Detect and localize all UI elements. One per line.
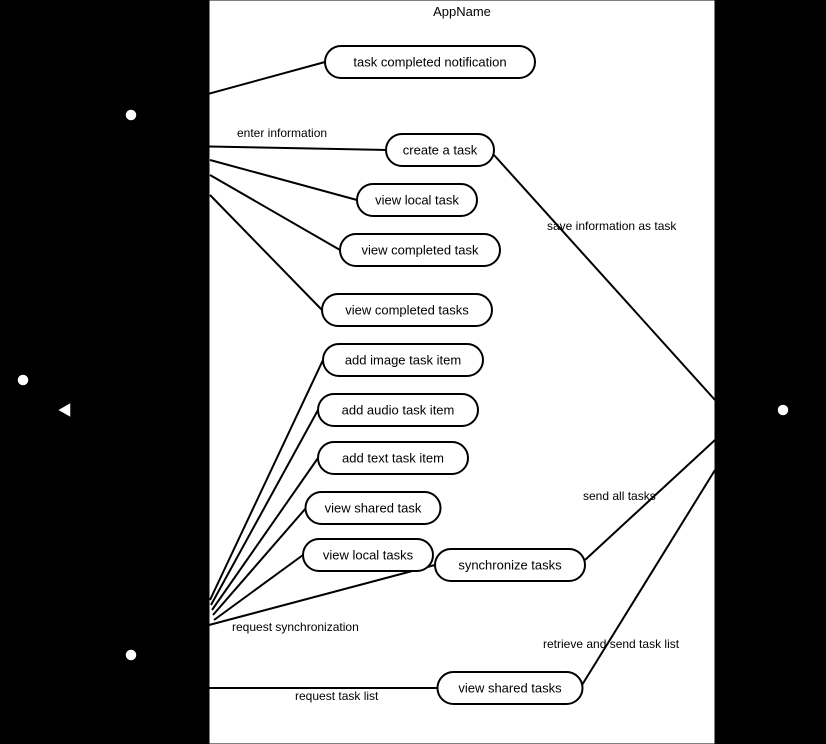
usecase-label: create a task bbox=[403, 142, 478, 157]
usecase-label: view local tasks bbox=[323, 547, 414, 562]
usecase-label: synchronize tasks bbox=[458, 557, 562, 572]
usecase-label: view local task bbox=[375, 192, 459, 207]
usecase-label: view shared tasks bbox=[458, 680, 562, 695]
usecase-label: add text task item bbox=[342, 450, 444, 465]
usecase-label: task completed notification bbox=[353, 54, 506, 69]
use-case-diagram: AppName enter information request synchro… bbox=[0, 0, 826, 744]
usecase-label: view shared task bbox=[325, 500, 422, 515]
usecase-label: add audio task item bbox=[342, 402, 455, 417]
usecase-label: view completed task bbox=[361, 242, 479, 257]
usecase-label: view completed tasks bbox=[345, 302, 469, 317]
usecase-label: add image task item bbox=[345, 352, 461, 367]
actor-head-icon bbox=[777, 404, 789, 416]
actor-head-icon bbox=[17, 374, 29, 386]
edge-label: request synchronization bbox=[232, 620, 359, 634]
edge-label: retrieve and send task list bbox=[543, 637, 680, 651]
edge-label: send all tasks bbox=[583, 489, 656, 503]
edge-label: request task list bbox=[295, 689, 379, 703]
edge-label: enter information bbox=[237, 126, 327, 140]
actor-head-icon bbox=[125, 649, 137, 661]
actor-head-icon bbox=[125, 109, 137, 121]
edge-label: save information as task bbox=[547, 219, 677, 233]
system-boundary-title: AppName bbox=[433, 4, 491, 19]
